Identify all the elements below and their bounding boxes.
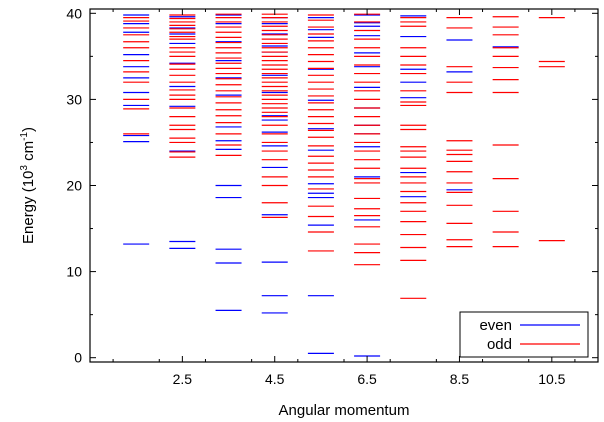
axis-ticks <box>90 9 598 362</box>
legend-label-odd: odd <box>487 336 512 353</box>
y-axis-title-mid: cm <box>20 141 37 165</box>
y-axis-title-sup2: -1 <box>19 132 30 141</box>
axis-tick-labels: 2.5 4.5 6.5 8.5 10.5 0 10 20 30 40 <box>66 5 565 387</box>
x-tick-label: 6.5 <box>357 371 377 387</box>
x-tick-label: 4.5 <box>265 371 285 387</box>
plot-frame <box>89 8 599 363</box>
x-tick-label: 10.5 <box>538 371 565 387</box>
y-tick-label: 0 <box>74 350 82 366</box>
even-levels-group <box>123 14 519 357</box>
x-axis-title: Angular momentum <box>279 402 410 419</box>
odd-levels-group <box>123 13 565 299</box>
legend-label-even: even <box>479 317 512 334</box>
x-tick-label: 8.5 <box>450 371 470 387</box>
legend: even odd <box>459 311 589 358</box>
y-axis-title-sup1: 3 <box>19 165 30 171</box>
y-tick-label: 10 <box>66 264 82 280</box>
x-tick-label: 2.5 <box>173 371 193 387</box>
y-axis-title-end: ) <box>20 127 37 132</box>
y-tick-label: 40 <box>66 5 82 21</box>
y-tick-label: 30 <box>66 91 82 107</box>
y-axis-title-main: Energy (10 <box>20 171 37 244</box>
y-axis-title: Energy (103 cm-1) <box>19 127 37 244</box>
legend-box <box>459 311 589 358</box>
y-tick-label: 20 <box>66 178 82 194</box>
